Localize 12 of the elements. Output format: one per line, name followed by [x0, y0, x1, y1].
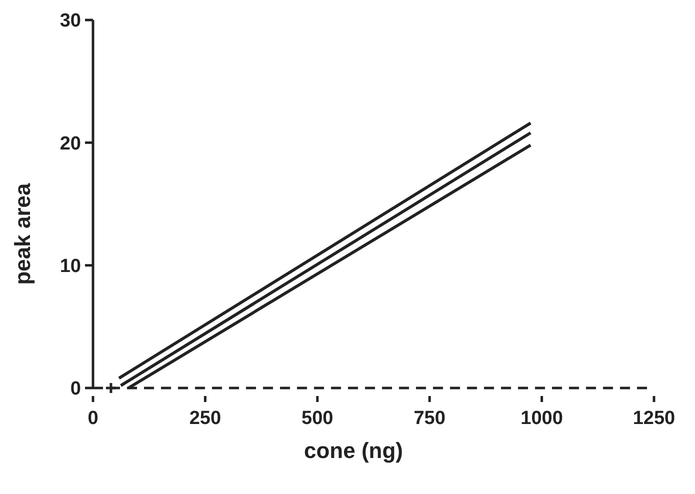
- x-tick-label: 1000: [520, 408, 563, 429]
- x-tick-label: 1250: [632, 408, 676, 429]
- y-tick-label: 30: [60, 10, 81, 32]
- x-tick-label: 500: [302, 408, 334, 429]
- y-tick-label: 0: [70, 378, 81, 400]
- y-axis-title: peak area: [10, 182, 35, 285]
- x-tick-label: 0: [88, 408, 98, 429]
- y-tick-label: 10: [60, 256, 81, 277]
- y-tick-label: 20: [60, 133, 81, 154]
- x-tick-label: 250: [189, 408, 222, 429]
- x-tick-label: 750: [414, 408, 446, 429]
- x-axis-title: cone (ng): [304, 438, 403, 463]
